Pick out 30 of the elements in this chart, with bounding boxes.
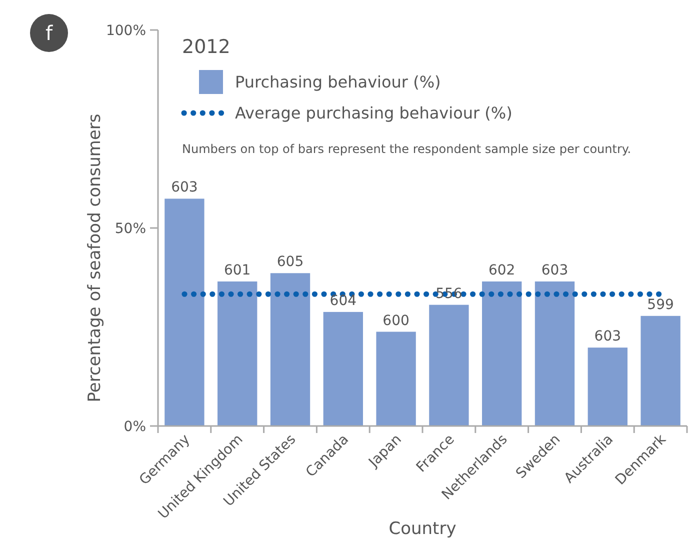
annotation: Numbers on top of bars represent the respondent sample size per country. (182, 142, 632, 156)
bar (640, 316, 680, 426)
bar (270, 273, 310, 426)
legend-label: Average purchasing behaviour (%) (235, 104, 512, 123)
bar (534, 281, 575, 426)
bar (482, 281, 522, 426)
annotation: 601 (224, 262, 251, 278)
annotation: 605 (276, 254, 304, 270)
bar (323, 312, 363, 426)
bar (376, 332, 416, 426)
legend-label: Purchasing behaviour (%) (235, 72, 441, 92)
bar (164, 198, 204, 426)
text: f (45, 21, 54, 45)
y-axis-title: Percentage of seafood consumers (85, 114, 105, 402)
annotation: 599 (647, 296, 674, 313)
annotation: 603 (541, 262, 568, 278)
annotation: 604 (330, 292, 357, 309)
chart-title: 2012 (182, 36, 230, 58)
bar (588, 348, 628, 426)
y-tick-label: 0% (124, 418, 146, 435)
annotation: 600 (382, 312, 410, 329)
bar (429, 304, 469, 426)
annotation: 603 (171, 180, 198, 196)
bar (218, 281, 258, 426)
y-tick-label: 100% (106, 22, 146, 39)
annotation: 556 (436, 286, 462, 302)
x-axis-title: Country (388, 519, 456, 539)
annotation: 603 (594, 328, 622, 345)
y-tick-label: 50% (114, 220, 146, 237)
annotation: 602 (488, 262, 516, 278)
